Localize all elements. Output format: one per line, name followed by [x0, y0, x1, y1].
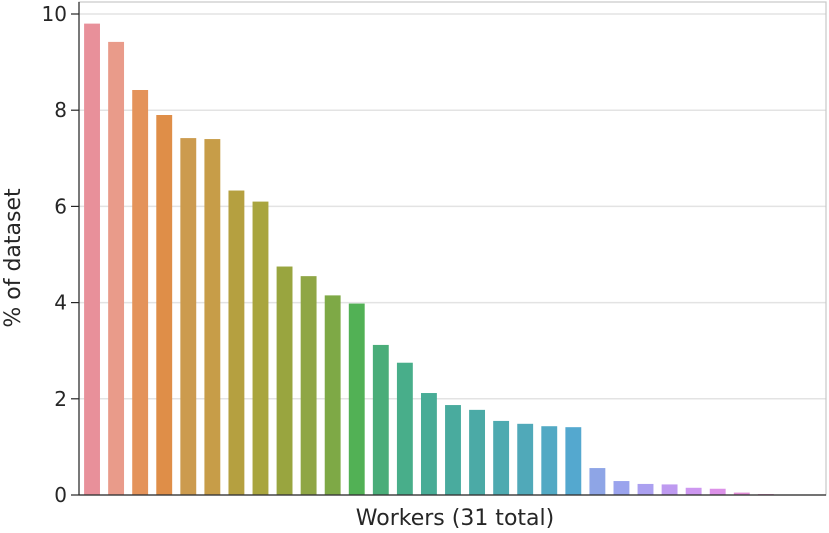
bar: [277, 267, 293, 495]
bar: [156, 115, 172, 495]
bar: [228, 191, 244, 495]
x-axis-label: Workers (31 total): [356, 506, 554, 529]
y-tick-label: 0: [54, 483, 67, 507]
bar: [469, 410, 485, 495]
bar: [397, 363, 413, 495]
bar: [686, 488, 702, 495]
bar: [565, 427, 581, 495]
bar: [541, 426, 557, 495]
bar: [517, 424, 533, 495]
bar: [253, 202, 269, 495]
bar: [710, 489, 726, 495]
y-tick-label: 8: [54, 98, 67, 122]
bar: [614, 481, 630, 495]
y-tick-label: 4: [54, 291, 67, 315]
bar: [132, 90, 148, 495]
bar: [445, 405, 461, 495]
bar: [180, 138, 196, 495]
y-tick-label: 2: [54, 387, 67, 411]
bar: [325, 295, 341, 495]
bar: [108, 42, 124, 495]
bar: [421, 393, 437, 495]
bar: [204, 139, 220, 495]
bar: [301, 276, 317, 495]
y-tick-label: 6: [54, 194, 67, 218]
bar: [84, 24, 100, 495]
bar: [638, 484, 654, 495]
y-axis-ticks: 0 2 4 6 8 10: [42, 2, 79, 507]
bar: [493, 421, 509, 495]
bar: [349, 304, 365, 495]
bars: [84, 24, 822, 495]
bar: [373, 345, 389, 495]
y-axis-label: % of dataset: [1, 188, 26, 328]
bar: [589, 468, 605, 495]
y-tick-label: 10: [42, 2, 67, 26]
bar: [662, 484, 678, 495]
